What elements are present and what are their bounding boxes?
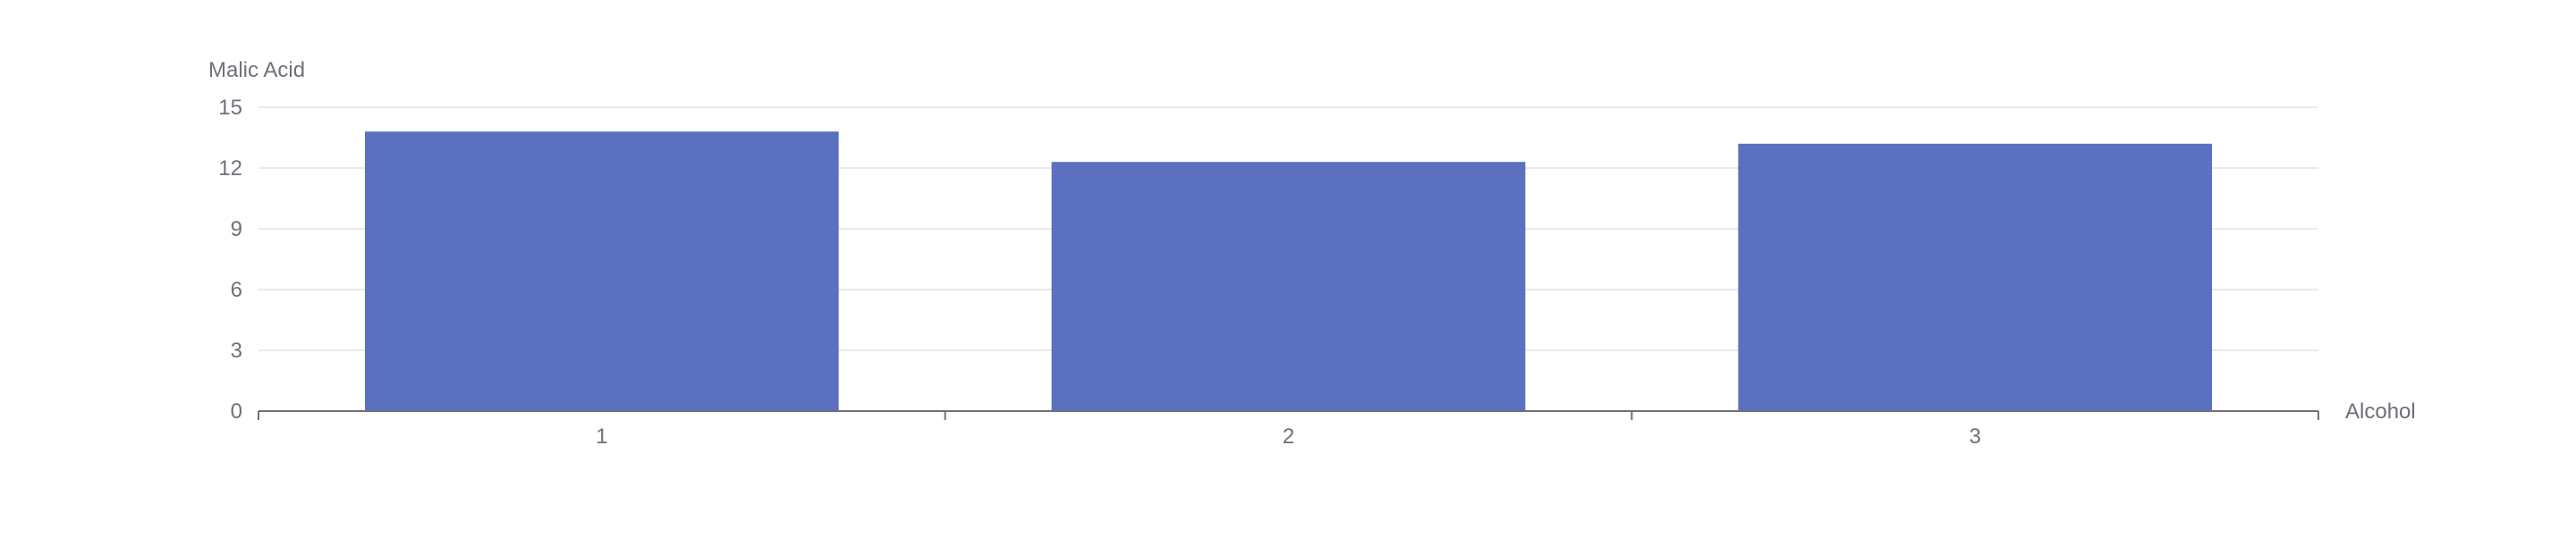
bars [364,131,2213,412]
y-tick-label: 15 [218,96,242,120]
y-tick-label: 6 [231,278,242,302]
bar-1[interactable] [364,131,839,411]
y-axis-title: Malic Acid [208,58,305,82]
x-tick-label: 1 [596,425,607,449]
bar-2[interactable] [1051,162,1526,411]
y-tick-label: 0 [231,399,242,424]
bar-3[interactable] [1738,143,2213,412]
y-tick-label: 3 [231,339,242,363]
x-axis-title: Alcohol [2345,399,2416,424]
y-tick-label: 9 [231,217,242,241]
x-tick-label: 3 [1969,425,1980,449]
y-tick-label: 12 [218,156,242,181]
x-tick-label: 2 [1283,425,1294,449]
